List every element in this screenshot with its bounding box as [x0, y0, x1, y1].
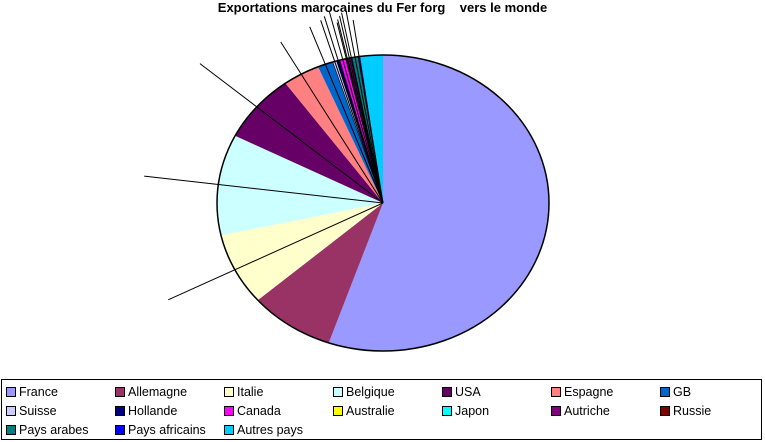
- legend-label: Pays africains: [128, 423, 206, 437]
- legend-item: Hollande: [115, 403, 177, 419]
- legend-item: Canada: [224, 403, 281, 419]
- legend-label: Espagne: [564, 385, 614, 399]
- leader-line-suisse: [320, 20, 384, 204]
- legend-item: Espagne: [551, 384, 613, 400]
- legend-swatch: [660, 406, 670, 416]
- legend-label: Japon: [455, 404, 490, 418]
- leader-line-pays-arabes: [345, 8, 384, 204]
- leader-line-espagne: [280, 41, 384, 204]
- legend-item: Italie: [224, 384, 263, 400]
- legend-item: Autriche: [551, 403, 610, 419]
- legend-swatch: [442, 406, 452, 416]
- legend-swatch: [333, 406, 343, 416]
- pie-slice-gb: [318, 61, 383, 203]
- leader-line-usa: [199, 63, 384, 204]
- legend-label: Russie: [673, 404, 712, 418]
- pie-slice-italie: [220, 203, 383, 301]
- pie-slice-belgique: [216, 135, 383, 236]
- legend-item: Australie: [333, 403, 395, 419]
- legend-label: Pays arabes: [19, 423, 89, 437]
- legend-label: Italie: [237, 385, 264, 399]
- legend-swatch: [551, 406, 561, 416]
- legend-swatch: [6, 387, 16, 397]
- pie-chart: [144, 8, 550, 352]
- legend-swatch: [6, 425, 16, 435]
- legend-swatch: [224, 387, 234, 397]
- legend-item: Japon: [442, 403, 489, 419]
- leader-line-canada: [328, 11, 384, 204]
- legend-swatch: [442, 387, 452, 397]
- legend-swatch: [224, 406, 234, 416]
- pie-outline: [216, 54, 550, 352]
- legend-item: Suisse: [6, 403, 57, 419]
- legend-swatch: [333, 387, 343, 397]
- legend-swatch: [224, 425, 234, 435]
- legend: France Allemagne Italie Belgique USA Espagne G…: [1, 379, 762, 440]
- legend-label: Autres pays: [237, 423, 304, 437]
- legend-swatch: [551, 387, 561, 397]
- legend-item: Belgique: [333, 384, 395, 400]
- legend-label: France: [19, 385, 58, 399]
- leader-line-russie: [341, 12, 384, 204]
- legend-label: Autriche: [564, 404, 610, 418]
- legend-label: Hollande: [128, 404, 178, 418]
- legend-swatch: [660, 387, 670, 397]
- leader-line-belgique: [144, 175, 384, 204]
- leader-line-gb: [309, 26, 384, 204]
- leader-line-italie: [167, 202, 384, 301]
- pie-slice-allemagne: [257, 203, 383, 343]
- legend-label: Suisse: [19, 404, 57, 418]
- legend-item: Pays arabes: [6, 422, 88, 438]
- legend-item: GB: [660, 384, 691, 400]
- pie-slice-france: [328, 55, 549, 351]
- legend-label: GB: [673, 385, 692, 399]
- legend-swatch: [115, 406, 125, 416]
- legend-item: Allemagne: [115, 384, 187, 400]
- legend-label: Belgique: [346, 385, 395, 399]
- legend-item: France: [6, 384, 58, 400]
- legend-item: Autres pays: [224, 422, 303, 438]
- legend-label: Canada: [237, 404, 281, 418]
- chart-title: Exportations marocaines du Fer forg vers…: [217, 0, 548, 15]
- leader-line-hollande: [323, 16, 384, 204]
- pie-slice-espagne: [285, 66, 383, 203]
- pie-slice-usa: [235, 83, 383, 203]
- legend-item: Pays africains: [115, 422, 206, 438]
- legend-swatch: [115, 425, 125, 435]
- legend-item: Russie: [660, 403, 711, 419]
- legend-swatch: [6, 406, 16, 416]
- legend-label: Allemagne: [128, 385, 188, 399]
- leader-line-pays-africains: [352, 19, 384, 204]
- legend-item: USA: [442, 384, 481, 400]
- legend-label: Australie: [346, 404, 395, 418]
- legend-swatch: [115, 387, 125, 397]
- legend-label: USA: [455, 385, 481, 399]
